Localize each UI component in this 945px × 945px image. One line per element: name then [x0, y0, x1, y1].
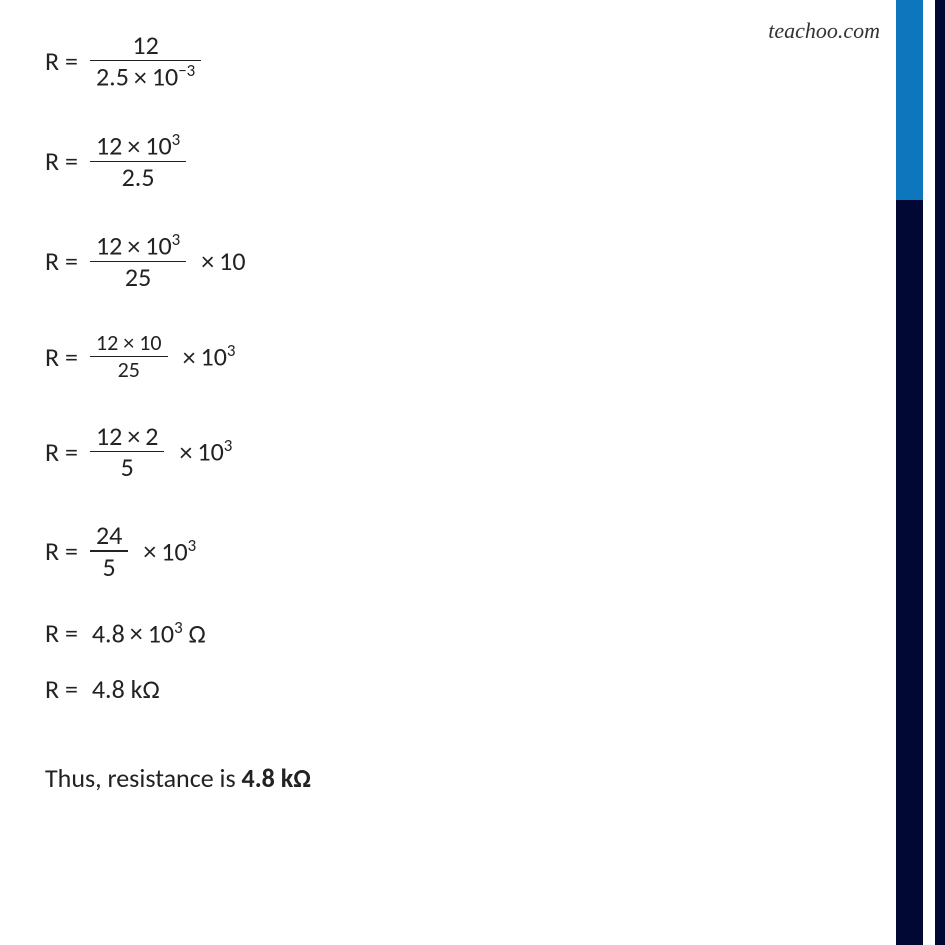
fraction: 24 5: [90, 520, 128, 581]
fraction: 12×10 25: [90, 330, 168, 383]
value: 4.8 kΩ: [86, 676, 160, 702]
numerator: 12×103: [90, 130, 186, 161]
equation-line-7: R = 4.8×103 Ω: [45, 620, 845, 647]
equation-line-6: R = 24 5 ×103: [45, 520, 845, 581]
fraction: 12×103 25: [90, 230, 186, 292]
denominator: 5: [115, 452, 140, 482]
denominator: 25: [119, 262, 157, 292]
denominator: 25: [112, 357, 146, 383]
tail: ×10: [196, 248, 245, 274]
equation-content: R = 12 2.5×10−3 R = 12×103 2.5 R = 12×10…: [45, 30, 845, 794]
equals: =: [65, 45, 78, 77]
denominator: 2.5×10−3: [90, 61, 201, 92]
numerator: 12: [126, 30, 164, 60]
fraction: 12 2.5×10−3: [90, 30, 201, 92]
equation-line-8: R = 4.8 kΩ: [45, 676, 845, 702]
equation-line-2: R = 12×103 2.5: [45, 130, 845, 192]
numerator: 12×10: [90, 330, 168, 356]
accent-navy-right: [935, 0, 945, 945]
equation-line-5: R = 12×2 5 ×103: [45, 421, 845, 482]
equation-line-1: R = 12 2.5×10−3: [45, 30, 845, 92]
value: 4.8×103 Ω: [86, 620, 206, 647]
conclusion: Thus, resistance is 4.8 kΩ: [45, 762, 845, 794]
conclusion-value: 4.8 kΩ: [242, 762, 311, 794]
tail: ×103: [178, 343, 236, 370]
side-accent-bars: [896, 0, 945, 945]
denominator: 5: [97, 552, 122, 582]
tail: ×103: [174, 438, 232, 465]
accent-gap: [923, 0, 935, 945]
accent-blue: [896, 0, 923, 200]
fraction: 12×103 2.5: [90, 130, 186, 192]
numerator: 24: [90, 520, 128, 550]
numerator: 12×2: [90, 421, 165, 451]
conclusion-prefix: Thus, resistance is: [45, 762, 242, 794]
equation-line-4: R = 12×10 25 ×103: [45, 330, 845, 383]
denominator: 2.5: [116, 162, 161, 192]
numerator: 12×103: [90, 230, 186, 261]
tail: ×103: [138, 538, 196, 565]
equation-line-3: R = 12×103 25 ×10: [45, 230, 845, 292]
accent-navy-left: [896, 200, 923, 945]
fraction: 12×2 5: [90, 421, 165, 482]
var-R: R: [45, 45, 59, 77]
